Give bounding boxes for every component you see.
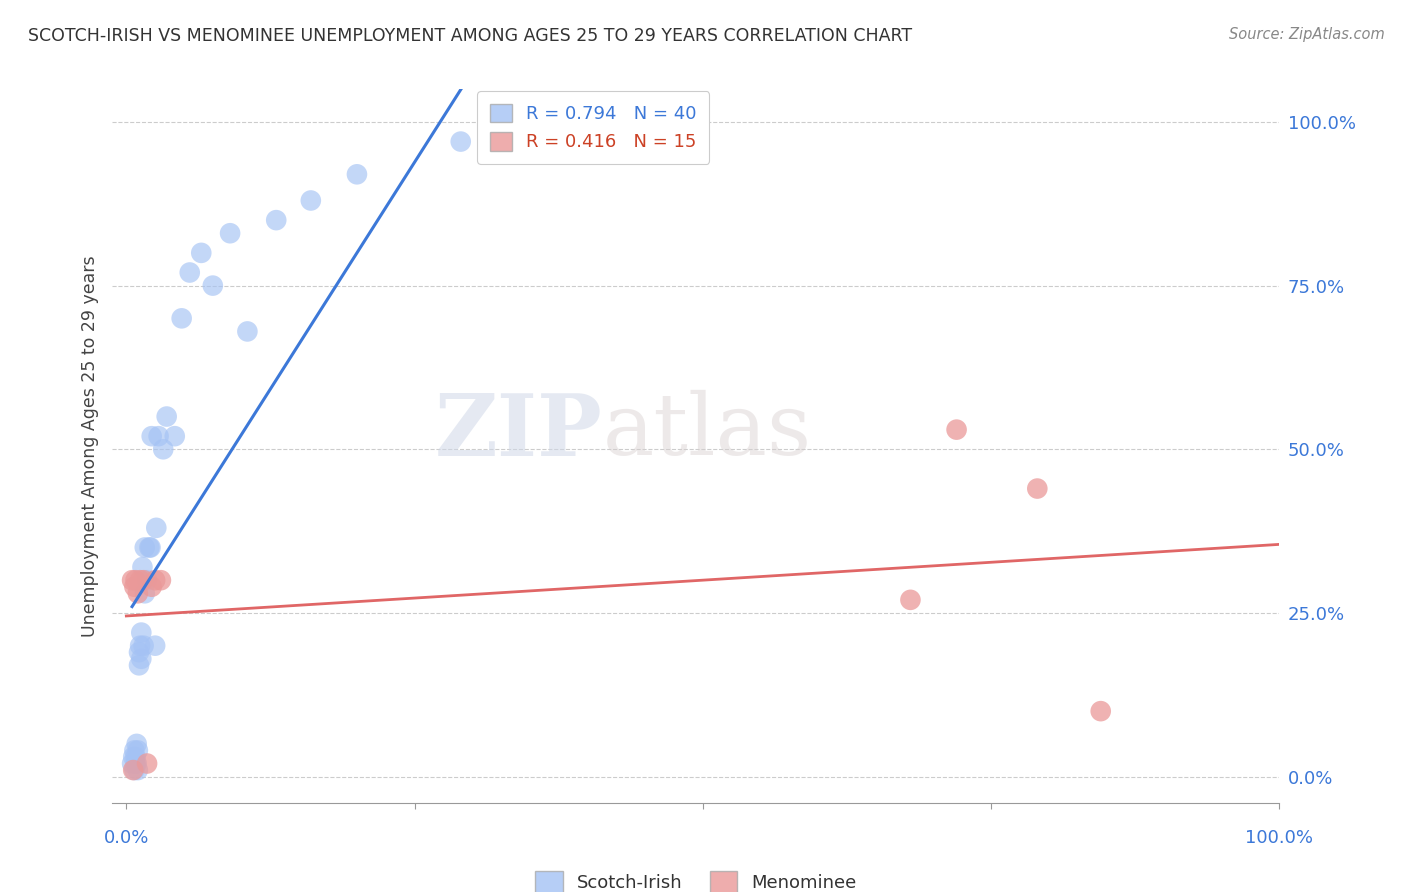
- Point: [124, 580, 146, 594]
- Point: [121, 573, 143, 587]
- Point: [136, 756, 159, 771]
- Point: [125, 756, 148, 771]
- Point: [131, 625, 153, 640]
- Text: ZIP: ZIP: [434, 390, 603, 474]
- Point: [346, 167, 368, 181]
- Legend: Scotch-Irish, Menominee: Scotch-Irish, Menominee: [526, 862, 866, 892]
- Point: [143, 573, 166, 587]
- Point: [299, 194, 322, 208]
- Point: [141, 580, 163, 594]
- Point: [129, 573, 152, 587]
- Text: SCOTCH-IRISH VS MENOMINEE UNEMPLOYMENT AMONG AGES 25 TO 29 YEARS CORRELATION CHA: SCOTCH-IRISH VS MENOMINEE UNEMPLOYMENT A…: [28, 27, 912, 45]
- Point: [219, 226, 242, 240]
- Point: [125, 737, 148, 751]
- Point: [190, 245, 212, 260]
- Point: [149, 573, 172, 587]
- Point: [124, 743, 146, 757]
- Text: Source: ZipAtlas.com: Source: ZipAtlas.com: [1229, 27, 1385, 42]
- Point: [127, 743, 149, 757]
- Point: [170, 311, 193, 326]
- Point: [121, 756, 143, 771]
- Point: [143, 639, 166, 653]
- Point: [141, 429, 163, 443]
- Point: [139, 541, 162, 555]
- Point: [131, 560, 153, 574]
- Point: [945, 423, 967, 437]
- Point: [138, 541, 160, 555]
- Point: [145, 521, 167, 535]
- Point: [127, 763, 149, 777]
- Point: [179, 266, 201, 280]
- Point: [1026, 482, 1049, 496]
- Point: [132, 639, 155, 653]
- Point: [900, 592, 922, 607]
- Text: atlas: atlas: [603, 390, 811, 474]
- Point: [450, 135, 472, 149]
- Point: [124, 763, 146, 777]
- Point: [131, 652, 153, 666]
- Point: [128, 658, 150, 673]
- Point: [124, 750, 146, 764]
- Point: [264, 213, 287, 227]
- Point: [136, 573, 159, 587]
- Y-axis label: Unemployment Among Ages 25 to 29 years: Unemployment Among Ages 25 to 29 years: [80, 255, 98, 637]
- Point: [148, 429, 170, 443]
- Point: [134, 586, 156, 600]
- Point: [236, 325, 259, 339]
- Point: [122, 763, 145, 777]
- Point: [152, 442, 174, 457]
- Point: [156, 409, 179, 424]
- Point: [134, 541, 156, 555]
- Text: 0.0%: 0.0%: [104, 829, 149, 847]
- Point: [1090, 704, 1112, 718]
- Point: [132, 573, 155, 587]
- Point: [124, 756, 146, 771]
- Point: [201, 278, 224, 293]
- Point: [122, 750, 145, 764]
- Point: [163, 429, 186, 443]
- Point: [129, 639, 152, 653]
- Text: 100.0%: 100.0%: [1246, 829, 1313, 847]
- Point: [612, 128, 634, 142]
- Point: [124, 573, 146, 587]
- Point: [127, 586, 149, 600]
- Point: [128, 645, 150, 659]
